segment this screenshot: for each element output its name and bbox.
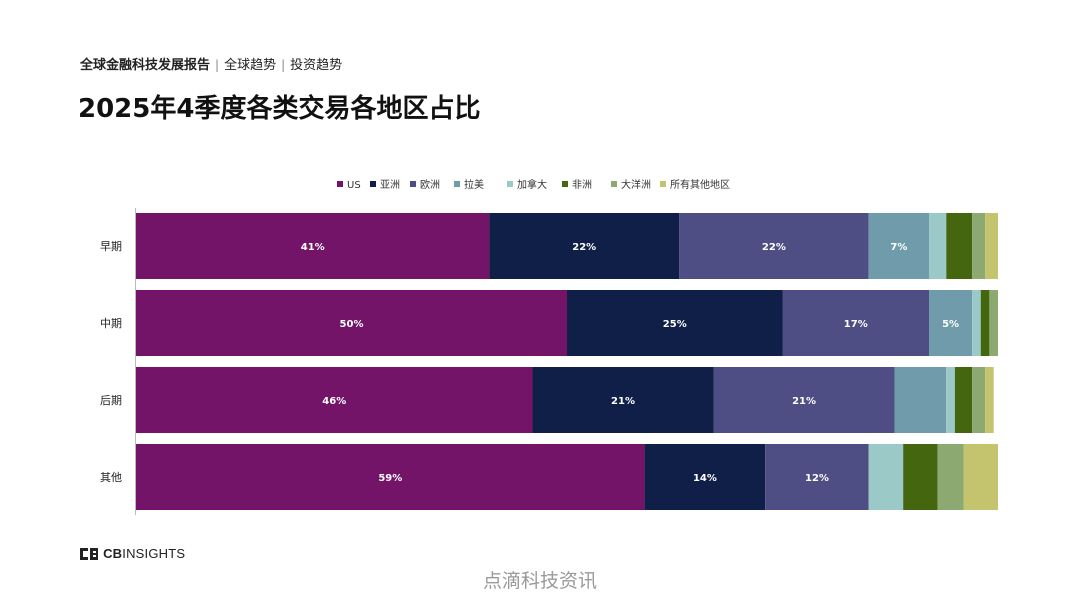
legend-swatch <box>562 181 568 187</box>
bar-segment-series-7 <box>989 290 998 356</box>
cb-insights-logo: CBINSIGHTS <box>80 543 185 561</box>
legend-item-series-3: 欧洲 <box>410 178 440 194</box>
data-label: 5% <box>942 319 959 330</box>
bar-segment-us <box>136 213 490 279</box>
legend-label: US <box>347 180 361 191</box>
data-label: 12% <box>805 473 829 484</box>
legend-label: 大洋洲 <box>621 180 651 191</box>
bar-segment-series-3 <box>679 213 869 279</box>
bar-segment-series-6 <box>903 444 938 510</box>
bar-segment-us <box>136 444 645 510</box>
legend-label: 非洲 <box>572 180 592 191</box>
data-label: 50% <box>340 319 364 330</box>
stacked-bar-chart: 早期 41% 22% 22% 7% 中期 50% 25% 17% 5% 后期 46% 21% 21% 其他 5… <box>100 208 998 515</box>
bar-segment-series-7 <box>937 444 964 510</box>
bar-segment-series-4 <box>894 367 947 433</box>
bar-segment-series-3 <box>765 444 869 510</box>
bar-segment-series-8 <box>985 367 994 433</box>
legend-swatch <box>370 181 376 187</box>
bar-segment-series-6 <box>980 290 990 356</box>
data-label: 17% <box>844 319 868 330</box>
bar-segment-us <box>136 290 567 356</box>
report-header: 全球金融科技发展报告 | 全球趋势 | 投资趋势 <box>80 54 342 73</box>
bar-segment-series-6 <box>946 213 973 279</box>
data-label: 41% <box>301 242 325 253</box>
header-separator: | <box>215 58 220 72</box>
category-label: 后期 <box>100 394 122 407</box>
bar-segment-series-5 <box>929 213 947 279</box>
header-section-global-trends: 全球趋势 <box>224 58 277 73</box>
legend-swatch <box>611 181 617 187</box>
legend-swatch <box>410 181 416 187</box>
data-label: 59% <box>378 473 402 484</box>
legend-swatch <box>337 181 343 187</box>
legend-item-series-6: 非洲 <box>562 178 592 194</box>
bar-segment-series-2 <box>644 444 766 510</box>
legend-swatch <box>507 181 513 187</box>
header-separator: | <box>281 58 286 72</box>
logo-text-cb: CB <box>103 546 123 561</box>
legend-swatch <box>660 181 666 187</box>
legend-item-us: US <box>337 178 361 194</box>
data-label: 46% <box>322 396 346 407</box>
page-title: 2025年4季度各类交易各地区占比 <box>78 94 481 124</box>
watermark: 点滴科技资讯 <box>482 570 597 592</box>
category-label: 早期 <box>100 240 122 253</box>
legend-item-series-4: 拉美 <box>454 178 484 194</box>
header-section-investment-trends: 投资趋势 <box>290 58 343 73</box>
legend-label: 欧洲 <box>420 180 440 191</box>
legend-swatch <box>454 181 460 187</box>
bar-segment-series-5 <box>868 444 904 510</box>
bar-segment-series-8 <box>963 444 998 510</box>
legend-label: 所有其他地区 <box>670 180 730 191</box>
legend-item-series-7: 大洋洲 <box>611 178 651 194</box>
data-label: 21% <box>611 396 635 407</box>
legend-item-series-5: 加拿大 <box>507 178 547 194</box>
category-label: 中期 <box>100 317 122 330</box>
bar-segment-series-7 <box>972 367 986 433</box>
bar-segment-us <box>136 367 533 433</box>
legend-item-series-8: 所有其他地区 <box>660 178 730 194</box>
bar-segment-series-3 <box>782 290 930 356</box>
bar-segment-series-3 <box>713 367 895 433</box>
bar-segment-series-5 <box>972 290 981 356</box>
data-label: 22% <box>762 242 786 253</box>
bar-segment-series-2 <box>532 367 714 433</box>
report-name: 全球金融科技发展报告 <box>80 58 211 73</box>
data-label: 7% <box>890 242 907 253</box>
legend-label: 加拿大 <box>517 180 547 191</box>
cb-insights-logo-icon <box>80 547 98 560</box>
bar-segment-series-2 <box>567 290 783 356</box>
legend-label: 亚洲 <box>380 180 400 191</box>
logo-text-insights: INSIGHTS <box>122 546 186 561</box>
legend-label: 拉美 <box>464 180 484 191</box>
legend-item-series-2: 亚洲 <box>370 178 400 194</box>
category-label: 其他 <box>100 471 122 484</box>
data-label: 25% <box>663 319 687 330</box>
bar-segment-series-5 <box>946 367 955 433</box>
data-label: 22% <box>572 242 596 253</box>
bar-segment-series-2 <box>489 213 680 279</box>
data-label: 21% <box>792 396 816 407</box>
data-label: 14% <box>693 473 717 484</box>
chart-legend: US 亚洲 欧洲 拉美 加拿大 非洲 大洋洲 所有其他地区 <box>0 178 1080 194</box>
bar-segment-series-8 <box>985 213 998 279</box>
bar-segment-series-7 <box>972 213 986 279</box>
bar-segment-series-4 <box>868 213 930 279</box>
bar-segment-series-6 <box>954 367 973 433</box>
bar-segment-series-4 <box>929 290 973 356</box>
